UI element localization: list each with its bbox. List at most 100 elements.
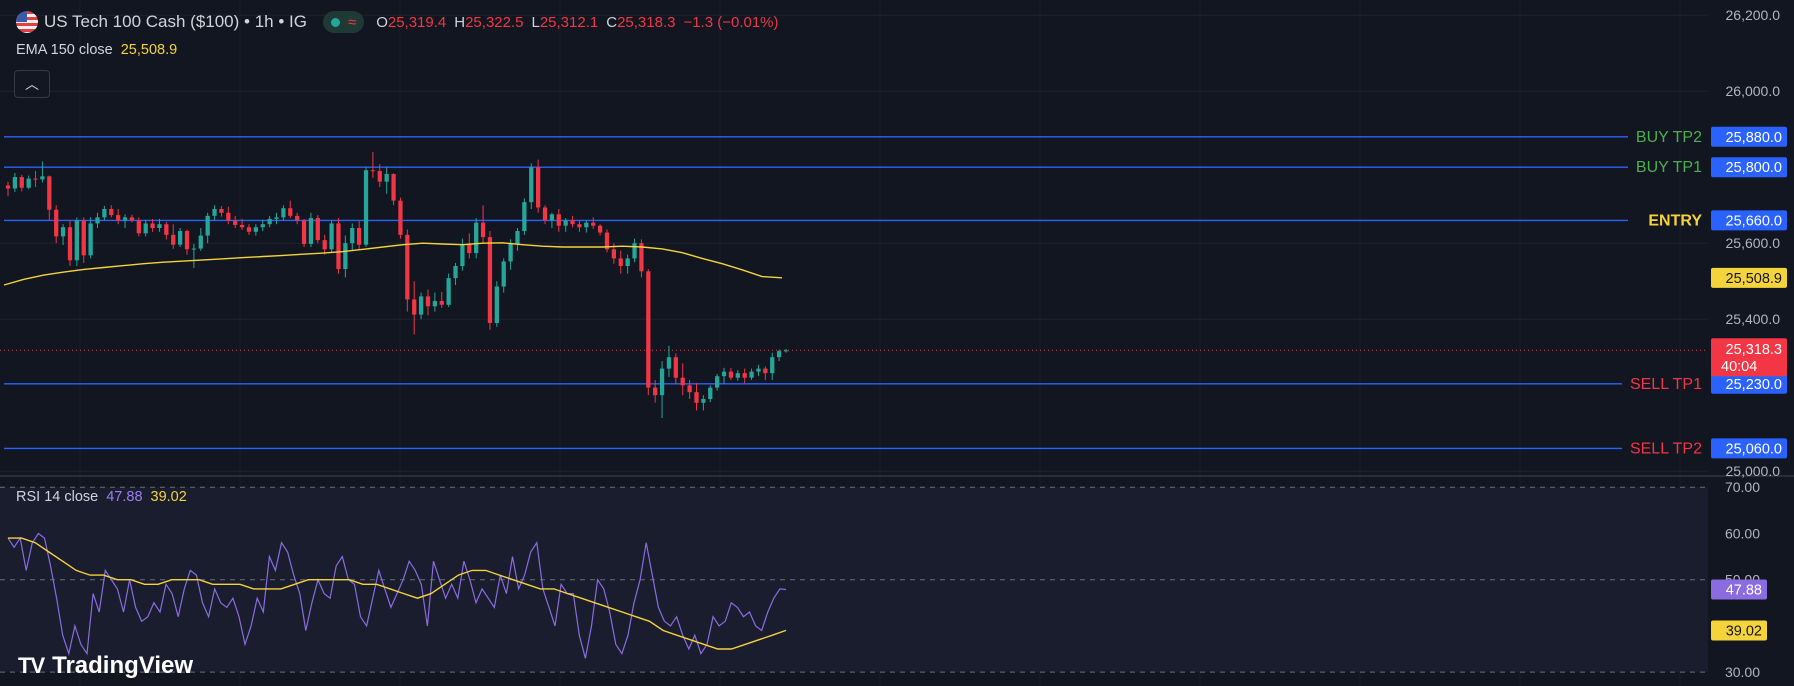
candle bbox=[322, 234, 327, 255]
candle-body bbox=[577, 224, 582, 228]
price-tick-label: 25,600.0 bbox=[1726, 235, 1781, 251]
candle-body bbox=[363, 170, 369, 245]
low-value: 25,312.1 bbox=[539, 13, 599, 31]
candle-body bbox=[164, 224, 169, 235]
candle-body bbox=[315, 218, 320, 241]
level-label: BUY TP1 bbox=[1636, 159, 1702, 176]
rsi-line bbox=[7, 532, 787, 659]
symbol-title[interactable]: US Tech 100 Cash ($100) • 1h • IG bbox=[44, 12, 307, 31]
rsi-tick-label: 70.00 bbox=[1725, 479, 1760, 495]
candle-body bbox=[219, 209, 224, 213]
candle bbox=[164, 221, 169, 240]
candle-body bbox=[377, 171, 382, 182]
price-axis[interactable]: 26,200.0 26,000.0 25,600.0 25,400.0 25,000.0… bbox=[1711, 7, 1787, 680]
level-label: SELL TP2 bbox=[1630, 440, 1702, 457]
level-lines: BUY TP2 BUY TP1 ENTRY SELL TP1 SELL TP2 bbox=[4, 129, 1702, 457]
last-price-badge-label: 25,318.3 bbox=[1726, 342, 1782, 358]
candle bbox=[308, 212, 314, 247]
candle-body bbox=[308, 218, 314, 244]
candle-body bbox=[694, 392, 699, 403]
candle-body bbox=[267, 218, 272, 225]
candle-body bbox=[253, 227, 258, 232]
level-price-badge bbox=[1711, 126, 1787, 147]
level-price-badge-label: 25,230.0 bbox=[1726, 377, 1782, 393]
collapse-legend-button[interactable]: ︿ bbox=[14, 70, 50, 98]
candle bbox=[157, 218, 162, 232]
candle-body bbox=[687, 385, 692, 393]
candle bbox=[708, 385, 713, 403]
close-label: C bbox=[606, 13, 618, 31]
change-value: −1.3 (−0.01%) bbox=[683, 13, 779, 31]
ema-series bbox=[3, 242, 783, 286]
candle bbox=[219, 205, 224, 217]
candle-body bbox=[611, 249, 617, 259]
candle bbox=[171, 224, 176, 249]
ema-legend[interactable]: EMA 150 close 25,508.9 bbox=[16, 42, 177, 58]
candle bbox=[687, 380, 692, 399]
price-tick-label: 26,000.0 bbox=[1726, 83, 1781, 99]
candle bbox=[474, 218, 479, 259]
candle bbox=[666, 345, 672, 377]
candle-body bbox=[246, 227, 252, 232]
candle-body bbox=[171, 234, 176, 245]
tradingview-wordmark: TradingView bbox=[52, 652, 194, 679]
candle-body bbox=[536, 167, 541, 208]
candle bbox=[205, 212, 210, 244]
rsi-ma-legend-value: 39.02 bbox=[150, 489, 187, 505]
candle-body bbox=[343, 243, 348, 270]
candle bbox=[467, 233, 472, 259]
symbol-header: US Tech 100 Cash ($100) • 1h • IG ≈ O25,… bbox=[16, 10, 779, 34]
candle bbox=[95, 212, 100, 228]
candle-body bbox=[453, 266, 458, 279]
tradingview-logo[interactable]: TV TradingView bbox=[18, 652, 193, 680]
candle bbox=[260, 219, 265, 232]
candle bbox=[329, 220, 334, 253]
candle-body bbox=[467, 243, 472, 254]
candle-body bbox=[116, 215, 121, 221]
candle bbox=[274, 212, 279, 225]
candle-body bbox=[226, 212, 231, 221]
high-label: H bbox=[454, 13, 466, 31]
candle bbox=[432, 292, 438, 312]
candle-body bbox=[474, 222, 479, 254]
candle bbox=[515, 228, 520, 251]
candle-body bbox=[570, 220, 575, 225]
rsi-legend[interactable]: RSI 14 close 47.88 39.02 bbox=[16, 489, 187, 505]
candle-body bbox=[480, 222, 486, 238]
candle-body bbox=[329, 223, 334, 250]
candle-body bbox=[95, 217, 100, 224]
candle-body bbox=[515, 231, 520, 244]
countdown-label: 40:04 bbox=[1721, 359, 1757, 375]
candle-body bbox=[205, 215, 210, 236]
candle bbox=[281, 205, 286, 221]
level-price-badge bbox=[1711, 157, 1787, 178]
candle-body bbox=[405, 234, 410, 300]
candle bbox=[239, 218, 245, 230]
candle-body bbox=[136, 220, 141, 234]
candle-body bbox=[54, 209, 59, 237]
candle bbox=[233, 215, 238, 228]
candle-body bbox=[150, 223, 155, 228]
candle-body bbox=[659, 368, 665, 396]
candle bbox=[136, 217, 141, 237]
candle bbox=[19, 174, 24, 192]
candle-body bbox=[653, 387, 658, 396]
low-label: L bbox=[531, 13, 540, 31]
market-status-pill[interactable]: ≈ bbox=[322, 11, 365, 33]
candle bbox=[26, 175, 31, 190]
candle bbox=[54, 205, 59, 244]
candle bbox=[143, 219, 148, 237]
candle bbox=[597, 224, 603, 236]
candle bbox=[81, 217, 86, 263]
candle-body bbox=[370, 170, 376, 172]
rsi-value-badge-label: 39.02 bbox=[1726, 623, 1762, 639]
candle bbox=[487, 231, 493, 330]
candle bbox=[556, 209, 561, 232]
candle bbox=[577, 220, 582, 232]
candle bbox=[102, 205, 107, 221]
candle bbox=[659, 361, 665, 418]
market-open-dot-icon bbox=[330, 17, 340, 27]
candle bbox=[267, 215, 272, 228]
candle-body bbox=[129, 217, 135, 221]
